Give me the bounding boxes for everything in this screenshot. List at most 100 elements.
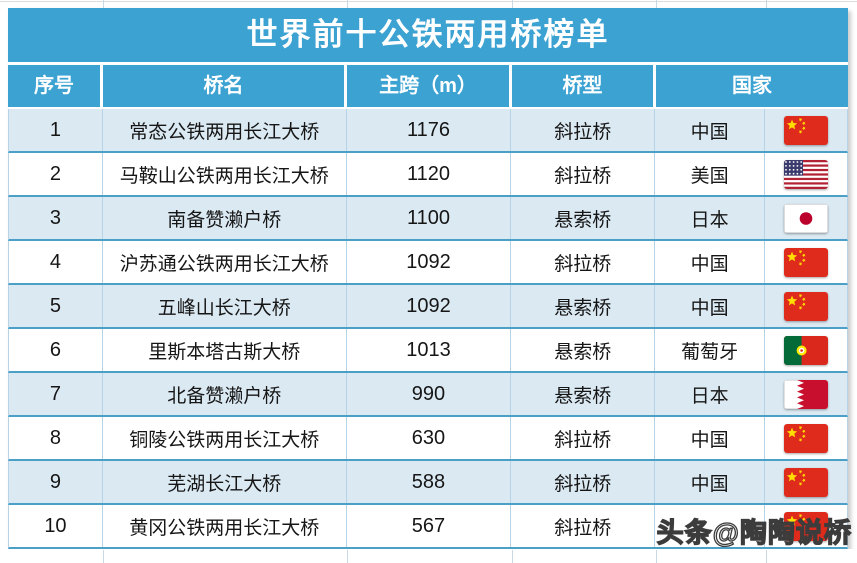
bridge-name-cell: 南备赞濑户桥 bbox=[103, 197, 347, 239]
span-cell: 588 bbox=[347, 461, 512, 503]
country-cell: 美国 bbox=[655, 153, 766, 195]
country-cell: 日本 bbox=[655, 197, 766, 239]
flag-cell bbox=[765, 461, 847, 503]
china-flag bbox=[784, 511, 829, 541]
table-row: 9 芜湖长江大桥 588 斜拉桥 中国 bbox=[8, 461, 848, 505]
china-flag bbox=[784, 291, 829, 321]
span-cell: 1092 bbox=[347, 285, 512, 327]
china-flag bbox=[784, 467, 829, 497]
bottom-strip bbox=[0, 549, 857, 563]
bahrain-flag bbox=[784, 379, 829, 409]
span-cell: 630 bbox=[347, 417, 512, 459]
flag-cell bbox=[765, 417, 847, 459]
span-cell: 990 bbox=[347, 373, 512, 415]
table-header-row: 序号 桥名 主跨（m） 桥型 国家 bbox=[8, 65, 848, 107]
header-cell-main-span: 主跨（m） bbox=[347, 65, 512, 107]
span-cell: 1100 bbox=[347, 197, 512, 239]
rank-cell: 3 bbox=[9, 197, 103, 239]
grid-segment bbox=[656, 0, 657, 8]
bridge-type-cell: 斜拉桥 bbox=[511, 241, 656, 283]
grid-segment bbox=[766, 0, 767, 8]
flag-cell bbox=[765, 109, 847, 151]
span-cell: 1092 bbox=[347, 241, 512, 283]
grid-segment bbox=[656, 550, 657, 563]
country-cell bbox=[655, 505, 766, 547]
table-row: 7 北备赞濑户桥 990 悬索桥 日本 bbox=[8, 373, 848, 417]
usa-flag bbox=[784, 159, 829, 189]
bridge-name-cell: 铜陵公铁两用长江大桥 bbox=[103, 417, 347, 459]
table-row: 5 五峰山长江大桥 1092 悬索桥 中国 bbox=[8, 285, 848, 329]
bridge-name-cell: 北备赞濑户桥 bbox=[103, 373, 347, 415]
china-flag bbox=[784, 423, 829, 453]
rank-cell: 6 bbox=[9, 329, 103, 371]
japan-flag bbox=[784, 203, 829, 233]
header-cell-country: 国家 bbox=[656, 65, 848, 107]
flag-cell bbox=[765, 285, 847, 327]
rank-cell: 4 bbox=[9, 241, 103, 283]
flag-cell bbox=[765, 373, 847, 415]
bridge-name-cell: 芜湖长江大桥 bbox=[103, 461, 347, 503]
bridge-type-cell: 斜拉桥 bbox=[511, 109, 656, 151]
header-cell-bridge-type: 桥型 bbox=[512, 65, 656, 107]
table-body: 1 常态公铁两用长江大桥 1176 斜拉桥 中国 2 马鞍山公铁两用长江大桥 1… bbox=[8, 109, 848, 549]
grid-segment bbox=[512, 0, 513, 8]
span-cell: 567 bbox=[347, 505, 512, 547]
top-grid-line bbox=[0, 1, 857, 2]
country-cell: 葡萄牙 bbox=[655, 329, 766, 371]
table-row: 2 马鞍山公铁两用长江大桥 1120 斜拉桥 美国 bbox=[8, 153, 848, 197]
country-cell: 中国 bbox=[655, 417, 766, 459]
table-title: 世界前十公铁两用桥榜单 bbox=[8, 8, 848, 62]
flag-cell bbox=[765, 241, 847, 283]
grid-segment bbox=[103, 0, 104, 8]
span-cell: 1013 bbox=[347, 329, 512, 371]
bridge-name-cell: 五峰山长江大桥 bbox=[103, 285, 347, 327]
china-flag bbox=[784, 247, 829, 277]
bridge-type-cell: 悬索桥 bbox=[511, 373, 656, 415]
bridge-type-cell: 悬索桥 bbox=[511, 329, 656, 371]
country-cell: 中国 bbox=[655, 241, 766, 283]
bridge-type-cell: 斜拉桥 bbox=[511, 153, 656, 195]
grid-segment bbox=[347, 550, 348, 563]
table-row: 10 黄冈公铁两用长江大桥 567 斜拉桥 bbox=[8, 505, 848, 549]
portugal-flag bbox=[784, 335, 829, 365]
bridge-name-cell: 里斯本塔古斯大桥 bbox=[103, 329, 347, 371]
table-row: 6 里斯本塔古斯大桥 1013 悬索桥 葡萄牙 bbox=[8, 329, 848, 373]
flag-cell bbox=[765, 197, 847, 239]
header-cell-bridge-name: 桥名 bbox=[103, 65, 347, 107]
table-row: 8 铜陵公铁两用长江大桥 630 斜拉桥 中国 bbox=[8, 417, 848, 461]
rank-cell: 5 bbox=[9, 285, 103, 327]
flag-cell bbox=[765, 505, 847, 547]
bridge-type-cell: 斜拉桥 bbox=[511, 505, 656, 547]
country-cell: 日本 bbox=[655, 373, 766, 415]
grid-segment bbox=[103, 550, 104, 563]
grid-segment bbox=[512, 550, 513, 563]
rank-cell: 1 bbox=[9, 109, 103, 151]
table-row: 3 南备赞濑户桥 1100 悬索桥 日本 bbox=[8, 197, 848, 241]
span-cell: 1120 bbox=[347, 153, 512, 195]
country-cell: 中国 bbox=[655, 109, 766, 151]
table-row: 4 沪苏通公铁两用长江大桥 1092 斜拉桥 中国 bbox=[8, 241, 848, 285]
ranking-table: 世界前十公铁两用桥榜单 序号 桥名 主跨（m） 桥型 国家 1 常态公铁两用长江… bbox=[8, 8, 848, 549]
bridge-name-cell: 黄冈公铁两用长江大桥 bbox=[103, 505, 347, 547]
rank-cell: 7 bbox=[9, 373, 103, 415]
table-row: 1 常态公铁两用长江大桥 1176 斜拉桥 中国 bbox=[8, 109, 848, 153]
span-cell: 1176 bbox=[347, 109, 512, 151]
bridge-type-cell: 斜拉桥 bbox=[511, 417, 656, 459]
bridge-type-cell: 悬索桥 bbox=[511, 285, 656, 327]
flag-cell bbox=[765, 153, 847, 195]
china-flag bbox=[784, 115, 829, 145]
bridge-type-cell: 斜拉桥 bbox=[511, 461, 656, 503]
grid-segment bbox=[347, 0, 348, 8]
flag-cell bbox=[765, 329, 847, 371]
rank-cell: 2 bbox=[9, 153, 103, 195]
rank-cell: 10 bbox=[9, 505, 103, 547]
header-cell-rank: 序号 bbox=[8, 65, 103, 107]
watermark: 头条@陶陶说桥 bbox=[656, 517, 852, 548]
bridge-type-cell: 悬索桥 bbox=[511, 197, 656, 239]
rank-cell: 9 bbox=[9, 461, 103, 503]
bridge-name-cell: 马鞍山公铁两用长江大桥 bbox=[103, 153, 347, 195]
country-cell: 中国 bbox=[655, 461, 766, 503]
country-cell: 中国 bbox=[655, 285, 766, 327]
grid-segment bbox=[766, 550, 767, 563]
